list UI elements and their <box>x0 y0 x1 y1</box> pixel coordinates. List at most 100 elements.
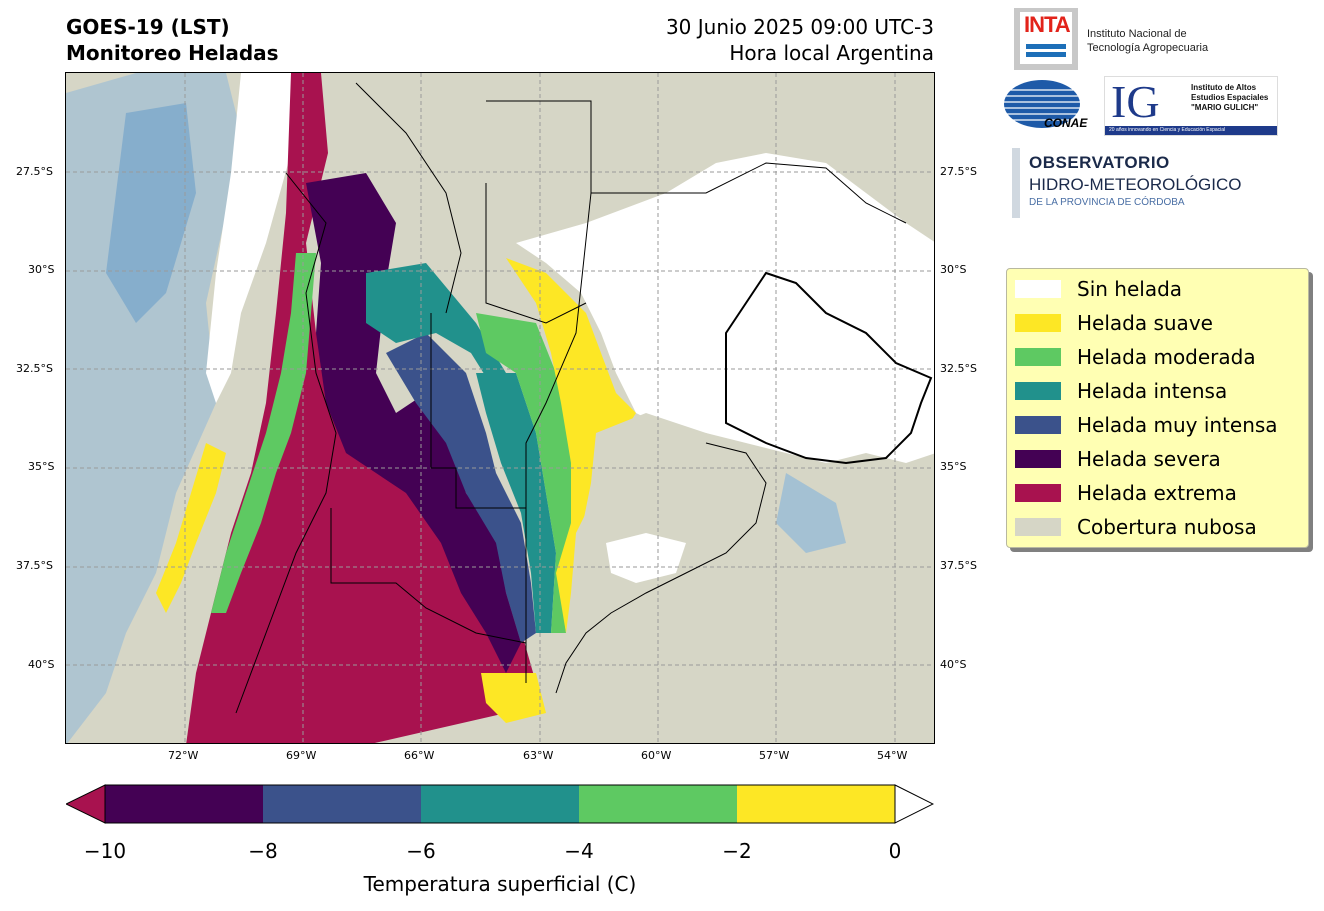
boundary-neuquen-rio-negro <box>330 508 527 644</box>
legend-swatch-helada-moderada <box>1015 348 1061 366</box>
lon-label-72: 72°W <box>168 749 199 762</box>
moderate-frost-area <box>211 253 576 633</box>
colorbar-segment-moderate <box>579 785 737 823</box>
frost-map-canvas <box>66 73 934 743</box>
lat-label-left-32-5: 32.5°S <box>16 362 53 375</box>
inta-logo-bar-2 <box>1026 52 1066 57</box>
graticule <box>66 73 934 743</box>
lon-label-69: 69°W <box>286 749 317 762</box>
severe-frost-area <box>306 173 521 673</box>
colorbar-max-extension <box>894 784 934 824</box>
conae-logo-globe <box>1004 80 1080 128</box>
boundary-catamarca <box>355 82 462 314</box>
cloud-cover-north <box>446 73 646 243</box>
lat-label-left-30: 30°S <box>28 263 55 276</box>
atlantic-water <box>776 473 846 553</box>
lat-label-left-35: 35°S <box>28 460 55 473</box>
legend-swatch-sin-helada <box>1015 280 1061 298</box>
intense-frost-area <box>366 263 556 633</box>
map-date-line2: Hora local Argentina <box>729 41 934 65</box>
boundary-buenos-aires-west <box>525 192 592 683</box>
legend-swatch-helada-suave <box>1015 314 1061 332</box>
no-frost-pampa <box>606 533 686 583</box>
lon-label-54: 54°W <box>877 749 908 762</box>
colorbar-title: Temperatura superficial (C) <box>363 872 637 896</box>
colorbar-segment-very-intense <box>263 785 421 823</box>
colorbar-tick-minus2: −2 <box>722 839 752 863</box>
cloud-cover-ne <box>726 73 934 222</box>
frost-legend: Sin helada Helada suave Helada moderada … <box>1006 268 1309 548</box>
extreme-frost-area <box>186 73 536 743</box>
pacific-sky-area <box>66 73 241 743</box>
inta-logo: INTA <box>1014 8 1078 70</box>
colorbar-tick-0: 0 <box>888 839 902 863</box>
legend-item: Sin helada <box>1015 277 1182 301</box>
boundary-andes <box>235 172 337 714</box>
colorbar-tick-minus8: −8 <box>248 839 278 863</box>
legend-item: Helada muy intensa <box>1015 413 1278 437</box>
colorbar-segment-severe <box>105 785 263 823</box>
legend-swatch-cobertura-nubosa <box>1015 518 1061 536</box>
observatorio-subtitle: HIDRO-METEOROLÓGICO <box>1029 175 1242 194</box>
map-title-line1: GOES-19 (LST) <box>66 15 230 39</box>
legend-swatch-helada-extrema <box>1015 484 1061 502</box>
conae-logo <box>1004 80 1080 128</box>
pacific-sky-area-2 <box>106 103 196 323</box>
ig-logo-line3: "MARIO GULICH" <box>1191 103 1259 112</box>
legend-item: Helada intensa <box>1015 379 1227 403</box>
boundary-north <box>486 100 907 224</box>
legend-label: Helada suave <box>1077 311 1213 335</box>
lat-label-right-40: 40°S <box>940 658 967 671</box>
lat-label-right-27-5: 27.5°S <box>940 165 977 178</box>
lat-label-right-30: 30°S <box>940 263 967 276</box>
map-title-line2: Monitoreo Heladas <box>66 41 279 65</box>
conae-logo-word: CONAE <box>1044 116 1088 130</box>
inta-name-line2: Tecnología Agropecuaria <box>1087 42 1209 54</box>
legend-item: Cobertura nubosa <box>1015 515 1257 539</box>
lon-label-57: 57°W <box>759 749 790 762</box>
legend-item: Helada suave <box>1015 311 1213 335</box>
legend-label: Helada intensa <box>1077 379 1228 403</box>
colorbar-outline <box>104 784 896 824</box>
lon-label-66: 66°W <box>404 749 435 762</box>
map-date-line1: 30 Junio 2025 09:00 UTC-3 <box>665 15 934 39</box>
legend-swatch-helada-intensa <box>1015 382 1061 400</box>
lat-label-left-27-5: 27.5°S <box>16 165 53 178</box>
ig-logo-line2: Estudios Espaciales <box>1191 93 1269 102</box>
inta-logo-bar-1 <box>1026 44 1066 49</box>
ig-logo-bar: 20 años innovando en Ciencia y Educación… <box>1105 126 1277 135</box>
lon-label-60: 60°W <box>641 749 672 762</box>
colorbar-tick-minus4: −4 <box>564 839 594 863</box>
very-intense-frost-area <box>386 333 536 643</box>
legend-label: Helada muy intensa <box>1077 413 1278 437</box>
coastline <box>555 442 767 694</box>
inta-name-line1: Instituto Nacional de <box>1087 28 1187 40</box>
lat-label-right-35: 35°S <box>940 460 967 473</box>
legend-item: Helada severa <box>1015 447 1221 471</box>
colorbar-tick-minus10: −10 <box>83 839 127 863</box>
lat-label-left-37-5: 37.5°S <box>16 559 53 572</box>
legend-label: Cobertura nubosa <box>1077 515 1257 539</box>
inta-logo-word: INTA <box>1024 12 1071 37</box>
legend-label: Helada moderada <box>1077 345 1256 369</box>
map-datetime: 30 Junio 2025 09:00 UTC-3 Hora local Arg… <box>600 14 934 66</box>
boundary-la-pampa <box>430 313 526 509</box>
observatorio-title: OBSERVATORIO <box>1029 153 1170 172</box>
no-frost-andes <box>206 73 291 403</box>
ig-logo: IG Instituto de Altos Estudios Espaciale… <box>1104 76 1278 136</box>
map-title: GOES-19 (LST) Monitoreo Heladas <box>66 14 279 66</box>
lat-label-right-37-5: 37.5°S <box>940 559 977 572</box>
legend-swatch-helada-severa <box>1015 450 1061 468</box>
boundary-santiago <box>485 183 587 324</box>
ig-logo-letters: IG <box>1111 76 1160 127</box>
legend-label: Helada severa <box>1077 447 1221 471</box>
no-frost-area <box>516 153 934 463</box>
legend-swatch-helada-muy-intensa <box>1015 416 1061 434</box>
frost-map <box>65 72 935 744</box>
colorbar <box>66 784 934 824</box>
lon-label-63: 63°W <box>523 749 554 762</box>
colorbar-min-extension <box>66 784 106 824</box>
lat-label-right-32-5: 32.5°S <box>940 362 977 375</box>
colorbar-tick-minus6: −6 <box>406 839 436 863</box>
observatorio-logo-bar <box>1012 148 1020 218</box>
